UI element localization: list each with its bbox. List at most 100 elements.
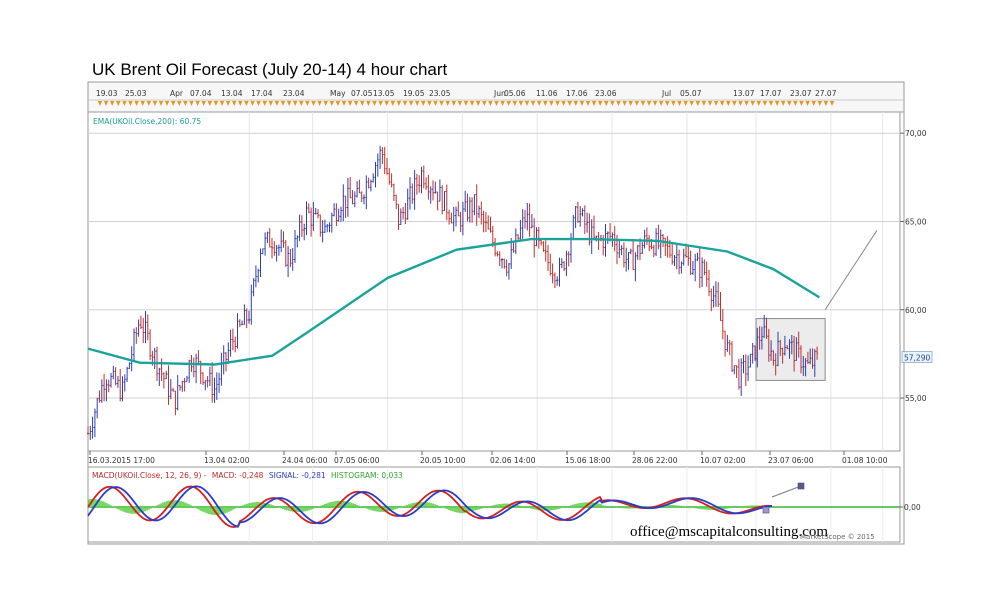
bottom-axis-label: 15.06 18:00 [565, 456, 611, 465]
histogram-bar [506, 503, 508, 507]
histogram-bar [690, 507, 692, 508]
current-price-tag: 57,290 [901, 351, 933, 363]
histogram-bar [98, 499, 100, 507]
histogram-bar [324, 503, 326, 507]
histogram-bar [240, 505, 242, 507]
histogram-bar [746, 505, 748, 507]
histogram-bar [186, 503, 188, 507]
histogram-bar [454, 507, 456, 512]
histogram-bar [116, 507, 118, 509]
histogram-bar [404, 505, 406, 507]
histogram-bar [438, 505, 440, 507]
histogram-bar [672, 505, 674, 507]
histogram-bar [248, 503, 250, 507]
histogram-bar [598, 503, 600, 507]
watermark-email: office@mscapitalconsulting.com [630, 524, 829, 540]
histogram-bar [526, 507, 528, 508]
top-axis-marker [604, 101, 609, 106]
top-axis-marker [579, 101, 585, 106]
histogram-bar [332, 501, 334, 507]
top-axis-marker [781, 101, 786, 106]
histogram-bar [234, 507, 236, 509]
histogram-bar [398, 507, 400, 508]
histogram-bar [606, 505, 608, 507]
top-axis-label: 13.05 [373, 89, 395, 98]
bottom-axis-label: 07.05 06:00 [334, 456, 380, 465]
signal-line [87, 485, 773, 528]
histogram-bar [694, 507, 696, 509]
consolidation-box [755, 318, 826, 381]
histogram-bar [584, 502, 586, 507]
histogram-bar [196, 507, 198, 509]
top-axis-marker [262, 101, 267, 106]
histogram-bar [178, 500, 180, 507]
histogram-bar [418, 501, 420, 507]
histogram-bar [306, 507, 308, 511]
histogram-bar [210, 507, 212, 515]
histogram-bar [342, 500, 344, 507]
histogram-bar [696, 507, 698, 509]
top-axis-label: 05.06 [504, 89, 526, 98]
histogram-bar [166, 501, 168, 507]
histogram-bar [502, 503, 504, 507]
price-axis-label: 65,00 [905, 217, 927, 226]
histogram-bar [160, 503, 162, 507]
histogram-bar [390, 507, 392, 511]
top-axis-marker [335, 101, 341, 106]
top-axis-label: 25.03 [125, 89, 147, 98]
histogram-bar [274, 505, 276, 507]
histogram-bar [242, 505, 244, 507]
histogram-bar [516, 504, 518, 507]
top-axis-marker [494, 101, 499, 106]
top-axis-marker [164, 101, 170, 106]
histogram-bar [226, 507, 228, 513]
macd-axis-label: 0,00 [904, 503, 921, 512]
histogram-bar [428, 502, 430, 507]
top-axis-marker [134, 101, 139, 106]
top-axis-marker [726, 101, 731, 106]
histogram-bar [724, 507, 726, 509]
bottom-axis-label: 20.05 10:00 [420, 456, 466, 465]
histogram-bar [408, 504, 410, 507]
top-axis-marker [396, 101, 402, 106]
top-axis-marker [805, 101, 810, 106]
histogram-bar [566, 506, 568, 507]
top-axis-marker [500, 101, 505, 106]
top-axis-marker [659, 101, 664, 106]
histogram-bar [518, 505, 520, 507]
macd-legend: MACD(UKOil.Close, 12, 26, 9) - MACD: -0,… [92, 471, 403, 480]
top-axis-label: 13.04 [221, 89, 243, 98]
histogram-bar [102, 501, 104, 507]
histogram-bar [370, 507, 372, 511]
top-axis-marker [799, 101, 804, 106]
histogram-bar [550, 507, 552, 511]
histogram-bar [106, 503, 108, 507]
histogram-bar [476, 507, 478, 510]
histogram-bar [198, 507, 200, 510]
histogram-bar [676, 505, 678, 507]
price-axis-label: 55,00 [905, 394, 927, 403]
macd-legend-signal: SIGNAL: -0,281 [269, 471, 326, 480]
top-axis-marker [390, 101, 395, 106]
bottom-axis-label: 16.03.2015 17:00 [88, 456, 155, 465]
histogram-bar [136, 507, 138, 514]
histogram-bar [744, 505, 746, 507]
histogram-bar [380, 507, 382, 512]
histogram-bar [602, 505, 604, 507]
top-axis-marker [213, 101, 219, 106]
top-axis-label: 11.06 [536, 89, 558, 98]
histogram-bar [470, 507, 472, 512]
histogram-bar [268, 503, 270, 507]
histogram-bar [616, 507, 618, 508]
top-axis-marker [195, 101, 200, 106]
macd-forecast-marker-start [762, 506, 770, 514]
histogram-bar [630, 507, 632, 509]
histogram-bar [312, 507, 314, 509]
top-axis-marker [573, 101, 578, 106]
bottom-axis-label: 01.08 10:00 [842, 456, 888, 465]
histogram-bar [698, 507, 700, 509]
top-axis-marker [506, 101, 511, 106]
top-axis-marker [488, 101, 493, 106]
histogram-bar [704, 507, 706, 510]
